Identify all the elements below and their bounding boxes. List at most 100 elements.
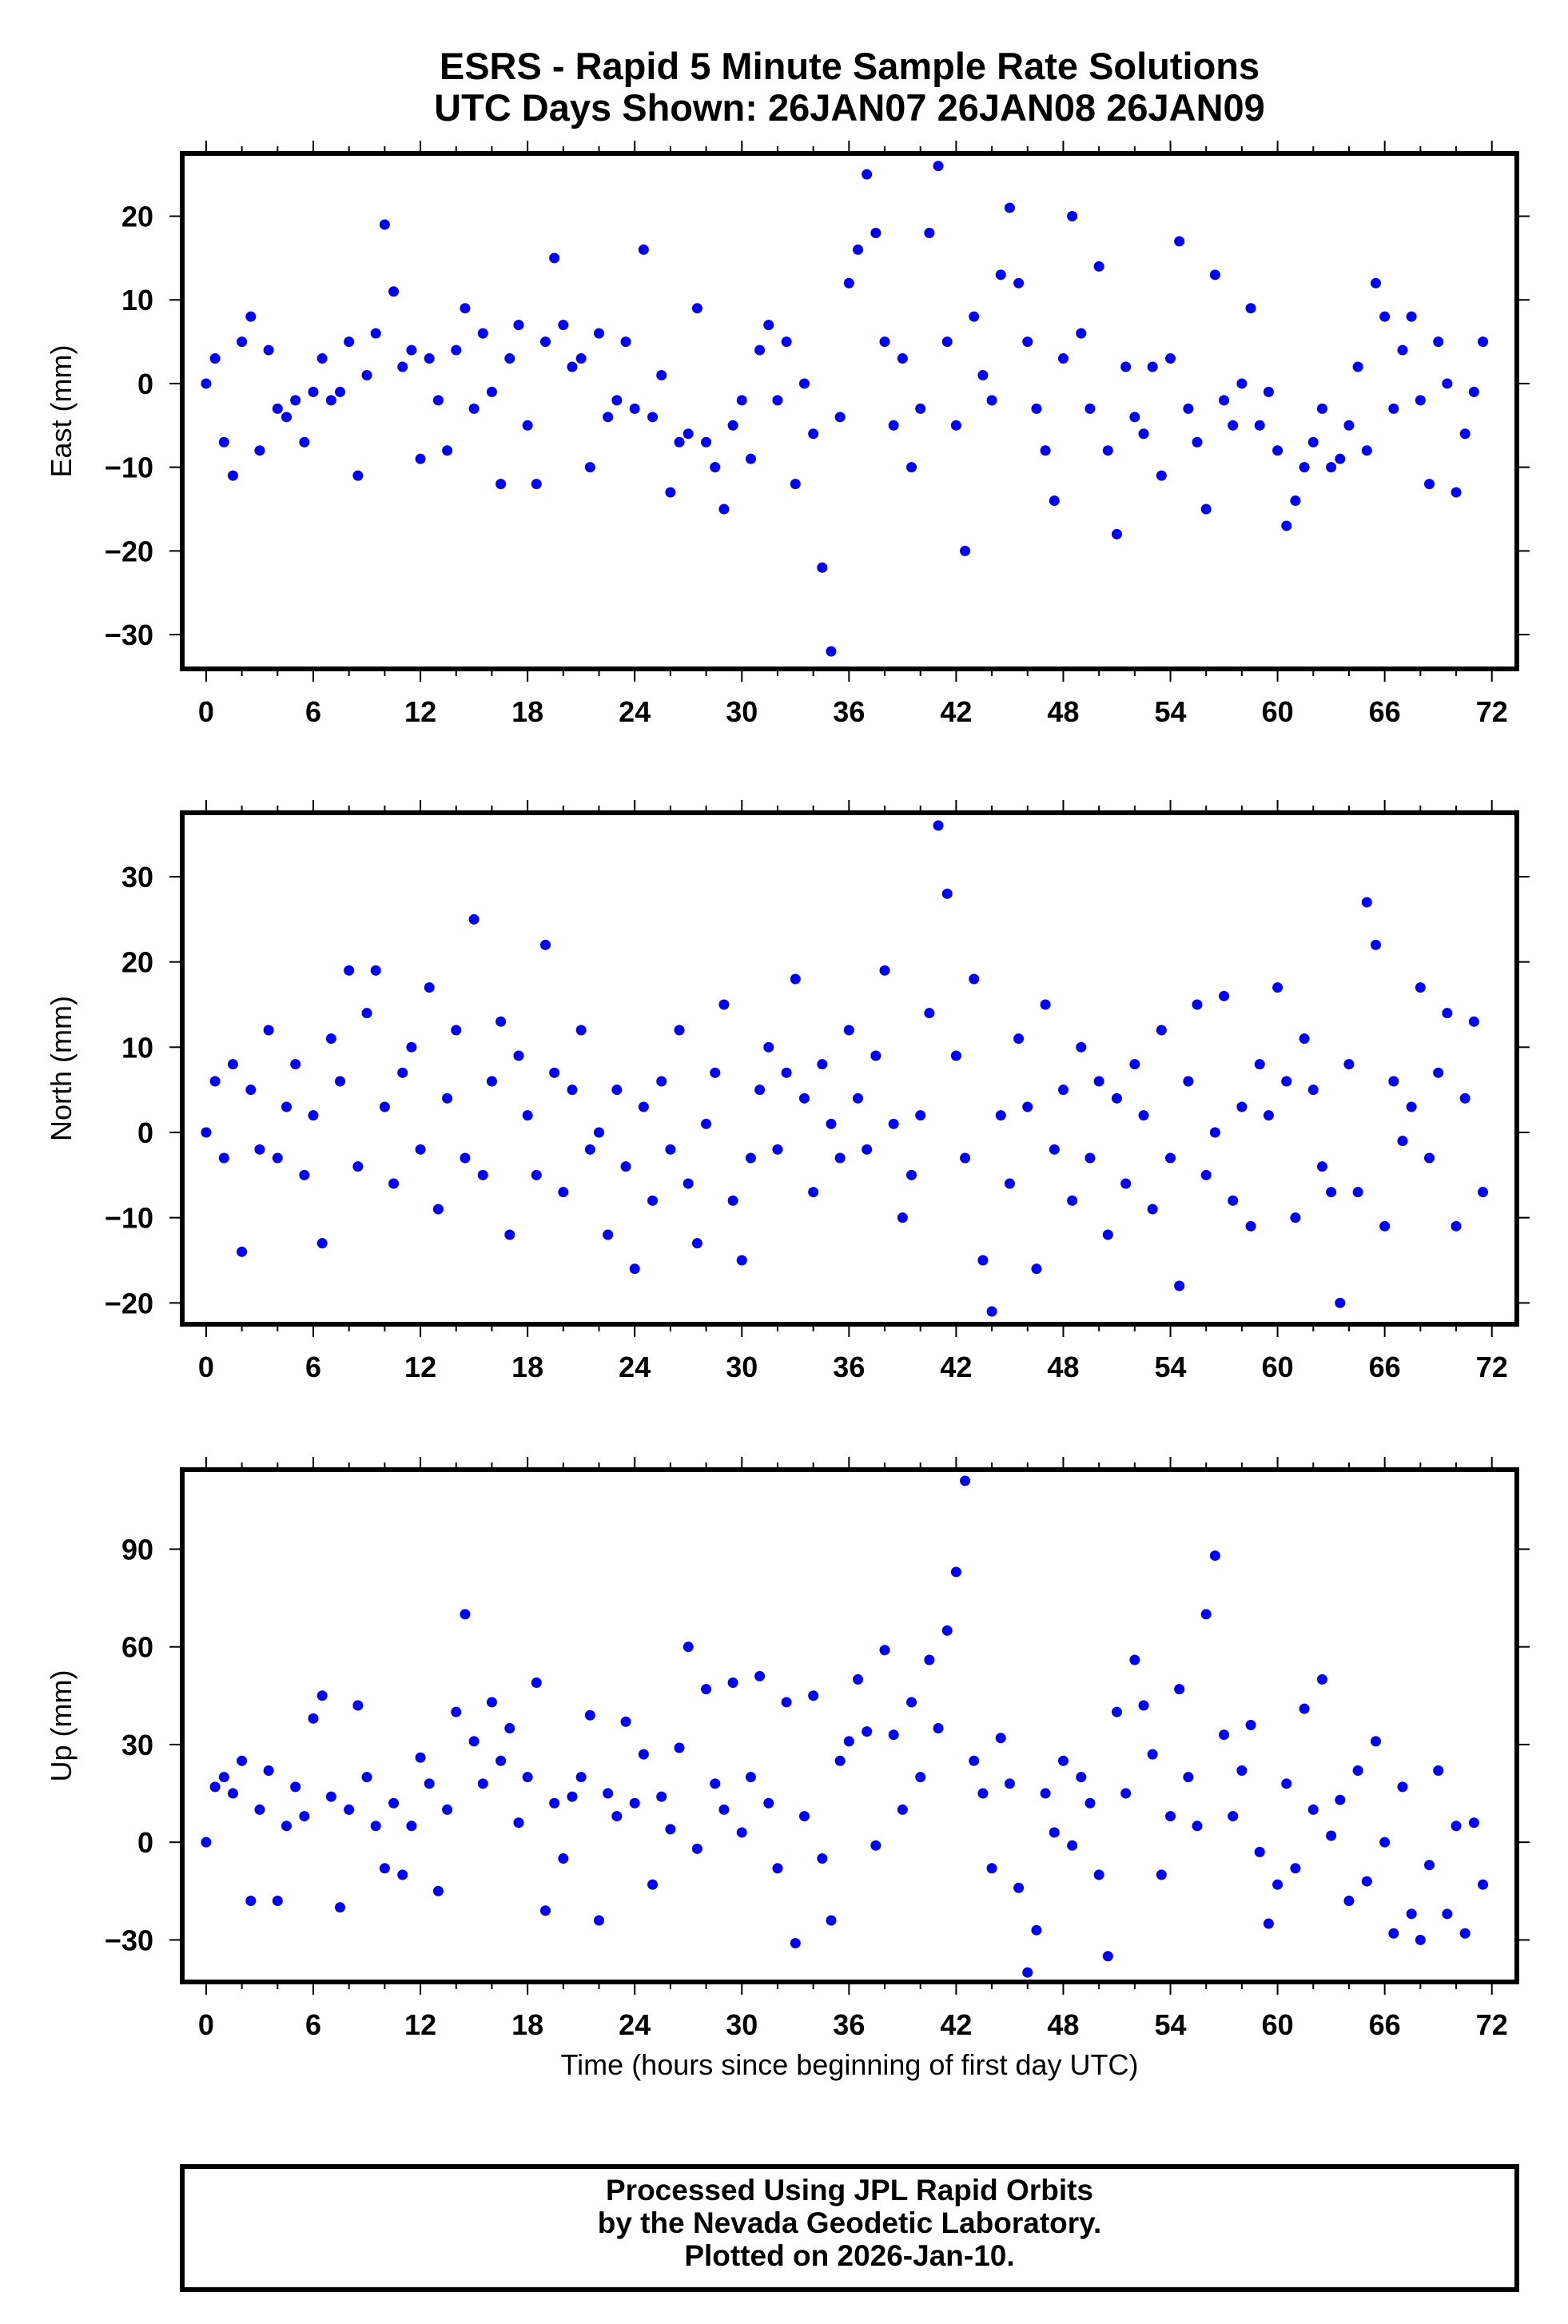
data-point bbox=[549, 1067, 560, 1078]
data-point bbox=[1165, 1811, 1176, 1822]
data-point bbox=[1200, 503, 1212, 515]
data-point bbox=[388, 1178, 400, 1189]
data-point bbox=[638, 1749, 649, 1760]
data-point bbox=[451, 1706, 462, 1717]
data-point bbox=[531, 1169, 542, 1180]
data-point bbox=[201, 1837, 212, 1848]
data-point bbox=[218, 436, 229, 448]
data-point bbox=[1004, 202, 1015, 213]
data-point bbox=[950, 1050, 961, 1061]
data-point bbox=[290, 1781, 301, 1793]
data-point bbox=[237, 336, 248, 348]
data-point bbox=[415, 1752, 426, 1763]
data-point bbox=[1281, 1778, 1292, 1789]
data-point bbox=[245, 1084, 257, 1096]
data-point bbox=[915, 403, 926, 414]
data-point bbox=[1031, 1924, 1042, 1936]
data-point bbox=[843, 1736, 854, 1747]
data-point bbox=[352, 1700, 364, 1711]
data-point bbox=[977, 1255, 989, 1266]
x-tick-label: 54 bbox=[1155, 695, 1187, 728]
x-tick-label: 0 bbox=[198, 1351, 214, 1383]
data-point bbox=[344, 965, 355, 976]
data-point bbox=[558, 1853, 569, 1864]
data-point bbox=[772, 1144, 783, 1155]
panel-1: 0 6 12 18 24 30 36 42 48 54 60 66 72 30 20 10 0 −10 −20 Nor… bbox=[45, 800, 1530, 1383]
data-point bbox=[245, 311, 257, 322]
data-point bbox=[1093, 1076, 1104, 1087]
data-point bbox=[1165, 353, 1176, 364]
data-point bbox=[361, 369, 372, 380]
data-point bbox=[629, 1263, 640, 1275]
data-point bbox=[683, 1642, 694, 1653]
data-point bbox=[451, 1025, 462, 1036]
data-point bbox=[504, 353, 515, 364]
data-point bbox=[575, 353, 587, 364]
data-point bbox=[808, 1187, 819, 1198]
data-point bbox=[522, 420, 533, 431]
data-point bbox=[611, 1084, 623, 1096]
data-point bbox=[817, 1059, 828, 1070]
data-point bbox=[237, 1755, 248, 1766]
x-tick-label: 18 bbox=[511, 1351, 543, 1383]
data-point bbox=[504, 1723, 515, 1734]
data-point bbox=[1183, 1772, 1194, 1783]
data-point bbox=[468, 1736, 480, 1747]
x-tick-label: 54 bbox=[1155, 2008, 1187, 2041]
data-point bbox=[1290, 495, 1301, 507]
data-point bbox=[1174, 1684, 1185, 1695]
data-point bbox=[325, 395, 336, 406]
footer-box: Processed Using JPL Rapid Orbits by the … bbox=[180, 2164, 1519, 2292]
data-point bbox=[826, 1915, 837, 1926]
data-point bbox=[906, 462, 917, 473]
data-point bbox=[1084, 1797, 1096, 1809]
x-tick-label: 12 bbox=[404, 2008, 436, 2041]
data-point bbox=[781, 1067, 792, 1078]
data-point bbox=[539, 939, 551, 950]
data-point bbox=[1049, 1827, 1060, 1838]
data-point bbox=[1459, 428, 1470, 440]
data-point bbox=[879, 965, 890, 976]
footer-line-3: Plotted on 2026-Jan-10. bbox=[684, 2239, 1014, 2272]
x-tick-label: 66 bbox=[1369, 1351, 1401, 1383]
data-point bbox=[1263, 1918, 1274, 1929]
data-point bbox=[1352, 361, 1363, 372]
data-point bbox=[432, 395, 444, 406]
data-point bbox=[933, 1723, 944, 1734]
data-point bbox=[594, 328, 605, 339]
x-tick-label: 72 bbox=[1476, 2008, 1508, 2041]
data-point bbox=[584, 1709, 595, 1721]
x-tick-label: 24 bbox=[619, 2008, 651, 2041]
data-point bbox=[1102, 445, 1113, 456]
data-point bbox=[335, 1902, 346, 1913]
data-point bbox=[1004, 1778, 1015, 1789]
x-tick-label: 72 bbox=[1476, 1351, 1508, 1383]
data-point bbox=[1174, 1280, 1185, 1291]
data-point bbox=[710, 1778, 721, 1789]
data-point bbox=[977, 369, 989, 380]
data-point bbox=[442, 445, 453, 456]
data-point bbox=[1022, 1967, 1033, 1978]
x-tick-label: 42 bbox=[940, 2008, 972, 2041]
data-point bbox=[1424, 479, 1435, 490]
data-point bbox=[674, 436, 685, 448]
y-tick-label: 20 bbox=[121, 201, 153, 233]
data-point bbox=[834, 412, 846, 423]
footer-frame bbox=[180, 2164, 1519, 2292]
data-point bbox=[691, 303, 702, 314]
data-point bbox=[335, 386, 346, 397]
y-tick-label: 0 bbox=[137, 368, 153, 400]
data-point bbox=[335, 1076, 346, 1087]
data-point bbox=[1067, 1195, 1078, 1206]
data-point bbox=[1174, 236, 1185, 247]
data-point bbox=[1022, 336, 1033, 348]
data-point bbox=[1478, 1187, 1489, 1198]
data-point bbox=[451, 344, 462, 356]
data-point bbox=[477, 1778, 488, 1789]
x-tick-label: 18 bbox=[511, 695, 543, 728]
data-point bbox=[495, 1755, 507, 1766]
data-point bbox=[495, 1016, 507, 1027]
data-point bbox=[736, 395, 747, 406]
plot-frame bbox=[180, 810, 1519, 1327]
data-point bbox=[710, 1067, 721, 1078]
